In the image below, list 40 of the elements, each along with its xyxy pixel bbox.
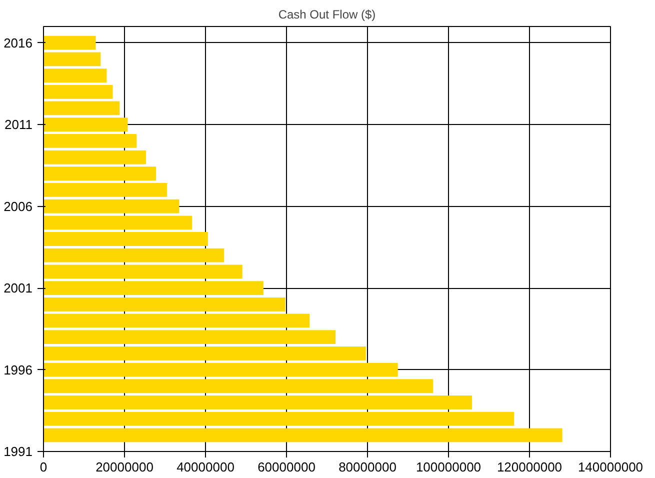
bar xyxy=(44,216,192,230)
bar xyxy=(44,232,208,246)
y-tick-label: 2006 xyxy=(4,198,32,214)
bar xyxy=(44,150,146,164)
y-tick-label: 1996 xyxy=(4,362,32,378)
y-tick-label: 2016 xyxy=(4,35,32,50)
bar xyxy=(44,379,434,394)
bar xyxy=(44,330,336,344)
bar xyxy=(44,346,366,360)
x-tick-label: 60000000 xyxy=(258,460,316,474)
y-tick-label: 1991 xyxy=(4,444,32,459)
y-tick-label: 2011 xyxy=(4,117,33,132)
y-tick-label: 2001 xyxy=(4,280,32,296)
bar xyxy=(44,297,286,312)
bar xyxy=(44,199,180,214)
bar xyxy=(44,52,101,66)
x-tick-label: 0 xyxy=(40,460,48,474)
x-tick-label: 80000000 xyxy=(338,460,396,474)
bar xyxy=(44,412,514,426)
bar xyxy=(44,428,562,442)
x-tick-label: 40000000 xyxy=(176,460,234,474)
bar xyxy=(44,281,264,295)
bar xyxy=(44,396,472,410)
bar xyxy=(44,183,168,197)
x-tick-label: 140000000 xyxy=(578,460,644,474)
bar xyxy=(44,314,310,328)
x-tick-label: 20000000 xyxy=(96,460,154,474)
bar xyxy=(44,118,128,132)
bar xyxy=(44,101,120,116)
bar xyxy=(44,264,242,279)
bar xyxy=(44,84,113,99)
bar xyxy=(44,134,137,148)
bar xyxy=(44,362,398,377)
bar xyxy=(44,36,96,50)
x-tick-label: 100000000 xyxy=(416,460,482,474)
bar xyxy=(44,68,107,82)
chart-title: Cash Out Flow ($) xyxy=(278,8,376,22)
x-tick-label: 120000000 xyxy=(496,460,562,474)
bar xyxy=(44,166,156,181)
bar xyxy=(44,248,224,262)
